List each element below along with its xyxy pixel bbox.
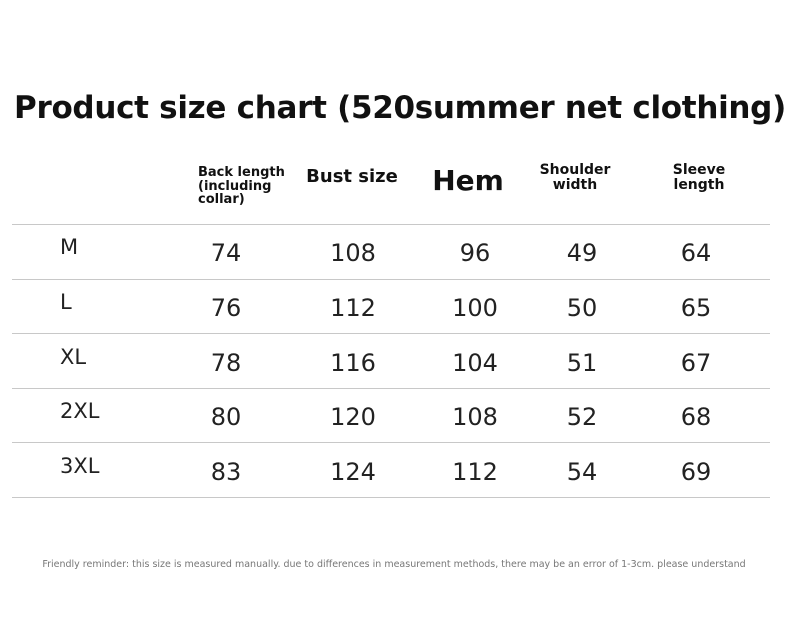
cell: 108 bbox=[330, 239, 376, 268]
cell: 83 bbox=[210, 457, 242, 486]
cell: 52 bbox=[566, 403, 598, 432]
cell: 116 bbox=[330, 348, 376, 377]
column-header: Bust size bbox=[306, 166, 398, 187]
cell: 80 bbox=[210, 403, 242, 432]
column-header: Sleeve length bbox=[672, 162, 726, 193]
cell: 96 bbox=[459, 239, 491, 268]
cell: 124 bbox=[330, 457, 376, 486]
cell: 68 bbox=[680, 403, 712, 432]
title: Product size chart (520summer net clothi… bbox=[14, 90, 786, 126]
cell: 120 bbox=[330, 403, 376, 432]
row-rule bbox=[12, 388, 770, 389]
column-header: Hem bbox=[432, 164, 504, 197]
cell: 50 bbox=[566, 293, 598, 322]
cell: 100 bbox=[452, 293, 498, 322]
cell: 112 bbox=[452, 457, 498, 486]
size-label: M bbox=[60, 235, 79, 260]
row-rule bbox=[12, 497, 770, 498]
footnote: Friendly reminder: this size is measured… bbox=[42, 559, 746, 570]
cell: 104 bbox=[452, 348, 498, 377]
row-rule bbox=[12, 442, 770, 443]
size-label: L bbox=[60, 289, 72, 314]
cell: 78 bbox=[210, 348, 242, 377]
cell: 69 bbox=[680, 457, 712, 486]
size-label: 2XL bbox=[60, 399, 100, 424]
cell: 49 bbox=[566, 239, 598, 268]
cell: 74 bbox=[210, 239, 242, 268]
cell: 108 bbox=[452, 403, 498, 432]
cell: 112 bbox=[330, 293, 376, 322]
size-label: XL bbox=[60, 344, 87, 369]
cell: 65 bbox=[680, 293, 712, 322]
cell: 51 bbox=[566, 348, 598, 377]
column-header: Back length (including collar) bbox=[198, 165, 285, 208]
row-rule bbox=[12, 333, 770, 334]
size-label: 3XL bbox=[60, 453, 100, 478]
cell: 54 bbox=[566, 457, 598, 486]
cell: 64 bbox=[680, 239, 712, 268]
row-rule bbox=[12, 279, 770, 280]
column-header: Shoulder width bbox=[539, 162, 611, 193]
cell: 67 bbox=[680, 348, 712, 377]
row-rule bbox=[12, 224, 770, 225]
cell: 76 bbox=[210, 293, 242, 322]
